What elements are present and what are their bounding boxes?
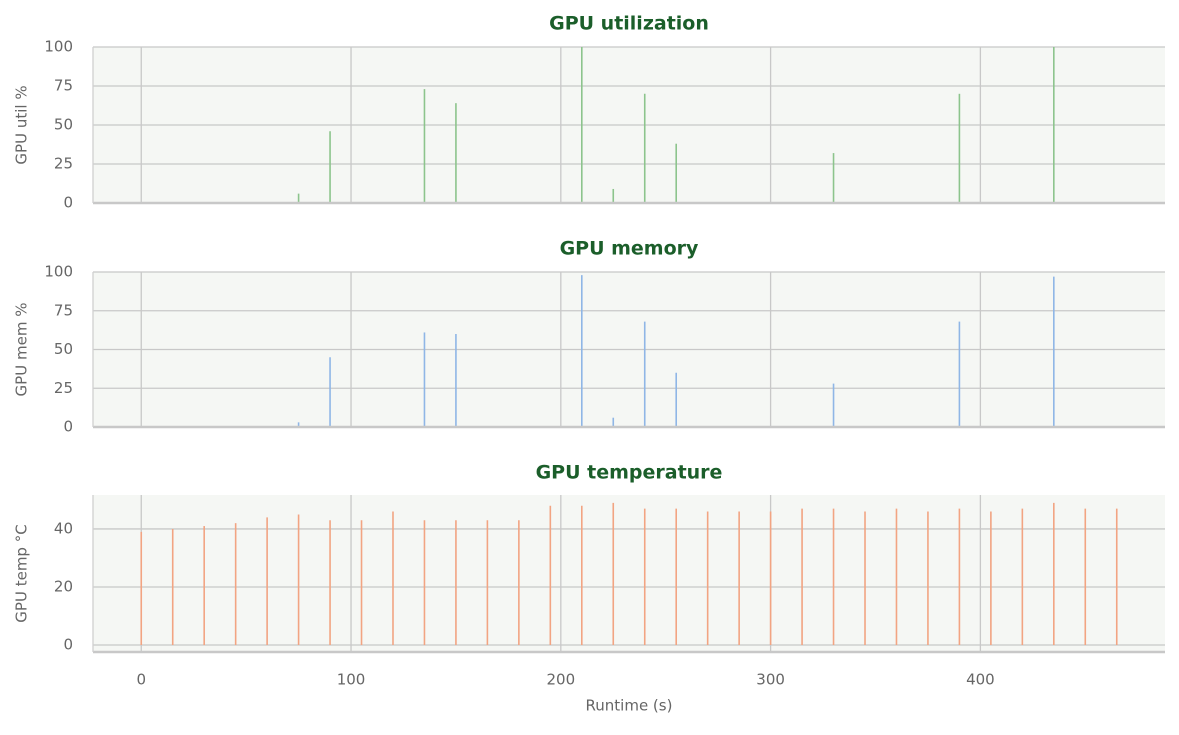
y-tick-label: 20 xyxy=(54,577,73,595)
x-tick-label: 400 xyxy=(966,671,995,689)
chart-title: GPU temperature xyxy=(536,462,723,484)
x-tick-label: 100 xyxy=(337,671,366,689)
y-tick-label: 0 xyxy=(63,636,73,654)
x-axis-label: Runtime (s) xyxy=(586,697,673,715)
y-tick-label: 50 xyxy=(54,340,73,358)
x-tick-label: 300 xyxy=(756,671,785,689)
y-tick-label: 100 xyxy=(44,263,73,281)
chart-title: GPU memory xyxy=(560,238,699,260)
y-tick-label: 0 xyxy=(63,194,73,212)
y-tick-label: 50 xyxy=(54,116,73,134)
y-tick-label: 40 xyxy=(54,519,73,537)
y-tick-label: 100 xyxy=(44,38,73,56)
plot-area xyxy=(93,495,1165,652)
y-tick-label: 75 xyxy=(54,77,73,95)
x-tick-label: 0 xyxy=(136,671,146,689)
chart-title: GPU utilization xyxy=(549,13,709,35)
y-tick-label: 25 xyxy=(54,379,73,397)
x-tick-label: 200 xyxy=(546,671,575,689)
y-axis-label: GPU util % xyxy=(13,85,31,164)
y-axis-label: GPU mem % xyxy=(13,303,31,397)
y-tick-label: 0 xyxy=(63,418,73,436)
y-tick-label: 25 xyxy=(54,155,73,173)
y-tick-label: 75 xyxy=(54,301,73,319)
y-axis-label: GPU temp °C xyxy=(13,524,31,622)
